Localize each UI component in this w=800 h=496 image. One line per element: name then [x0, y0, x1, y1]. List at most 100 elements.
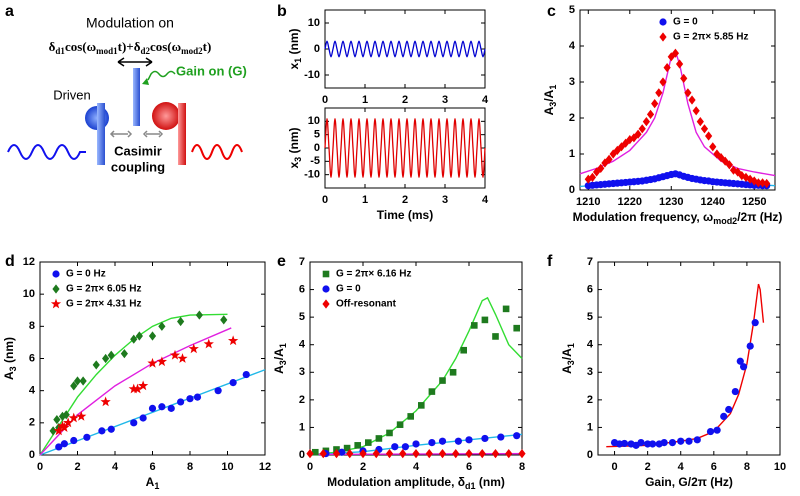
point: [659, 77, 667, 87]
legend-marker: [322, 299, 330, 309]
point: [705, 131, 713, 141]
point: [242, 370, 250, 379]
point: [706, 427, 715, 436]
point: [460, 346, 467, 354]
y-tick-label: 12: [23, 256, 35, 268]
y-tick-label: 3: [587, 366, 593, 378]
point: [214, 387, 222, 395]
legend-label: G = 2π× 4.31 Hz: [66, 299, 141, 310]
x-tick-label: 1220: [618, 196, 642, 208]
point: [734, 167, 742, 177]
point: [736, 357, 744, 365]
y-axis-label: A3/A1: [560, 343, 576, 374]
plate: [133, 68, 140, 126]
point: [497, 433, 505, 441]
point: [130, 419, 138, 427]
plate: [178, 103, 186, 165]
point: [107, 425, 115, 433]
y-tick-label: 4: [29, 385, 36, 397]
x-tick-label: 4: [482, 194, 489, 206]
x-tick-label: 8: [519, 461, 525, 473]
point: [396, 421, 404, 428]
point: [76, 411, 87, 421]
point: [338, 448, 346, 456]
point: [386, 429, 393, 437]
y-tick-label: 1: [299, 421, 305, 433]
point: [412, 449, 420, 459]
legend-marker: [659, 32, 667, 42]
y-tick-label: 0: [314, 142, 320, 154]
y-tick-label: 8: [29, 320, 35, 332]
x-tick-label: 3: [442, 94, 448, 106]
point: [359, 449, 367, 459]
legend-marker: [52, 270, 60, 278]
y-tick-label: 6: [29, 352, 35, 364]
plate: [97, 103, 105, 165]
point: [668, 438, 677, 447]
plot-frame: [597, 261, 781, 456]
y-axis-label: x3 (nm): [287, 127, 303, 168]
point: [70, 381, 78, 391]
point: [135, 331, 143, 341]
panel-letter: f: [547, 253, 553, 270]
line: [39, 313, 228, 456]
y-tick-label: -5: [310, 155, 320, 167]
x-tick-label: 0: [611, 461, 617, 473]
point: [671, 48, 680, 58]
point: [438, 449, 447, 459]
point: [754, 178, 763, 188]
point: [454, 437, 462, 445]
point: [128, 383, 139, 394]
y-tick-label: 10: [308, 115, 320, 127]
legend-label: G = 0: [673, 17, 698, 28]
x-tick-label: 1: [362, 194, 368, 206]
line: [324, 118, 486, 178]
point: [203, 338, 214, 349]
sphere: [152, 102, 180, 130]
y-tick-label: 7: [299, 256, 305, 268]
y-tick-label: 2: [299, 394, 305, 406]
legend-label: G = 2π× 5.85 Hz: [673, 32, 748, 43]
y-tick-label: 2: [587, 394, 593, 406]
arrow: [117, 57, 153, 67]
line: [309, 296, 523, 456]
point: [79, 376, 87, 386]
point: [167, 404, 175, 412]
point: [505, 449, 513, 459]
point: [740, 363, 748, 371]
coupling-label: coupling: [111, 159, 165, 174]
legend-marker: [322, 270, 330, 278]
legend-label: G = 2π× 6.05 Hz: [66, 284, 141, 295]
point: [428, 388, 436, 395]
x-tick-label: 2: [645, 461, 651, 473]
panel-letter: d: [5, 253, 15, 270]
x-tick-label: 3: [442, 194, 448, 206]
diagram-title: Modulation on: [86, 15, 174, 31]
y-tick-label: 5: [587, 311, 593, 323]
point: [502, 305, 510, 313]
x-axis-label: Gain, G/2π (Hz): [645, 475, 733, 489]
x-tick-label: 0: [307, 461, 313, 473]
point: [137, 380, 149, 391]
x-tick-label: 4: [678, 461, 685, 473]
y-tick-label: 6: [299, 283, 305, 295]
legend-marker: [52, 284, 60, 294]
point: [491, 449, 500, 459]
x-tick-label: 2: [402, 194, 408, 206]
point: [758, 178, 767, 188]
point: [439, 377, 446, 384]
x-axis-label: Time (ms): [377, 208, 433, 222]
point: [588, 172, 597, 182]
formula: δd1cos(ωmod1t)+δd2cos(ωmod2t): [49, 39, 212, 56]
point: [55, 443, 63, 451]
point: [452, 449, 460, 459]
point: [655, 88, 663, 98]
point: [688, 95, 696, 105]
point: [729, 165, 738, 175]
x-tick-label: 1250: [742, 196, 766, 208]
point: [634, 129, 642, 139]
point: [148, 331, 157, 341]
point: [638, 124, 646, 134]
point: [120, 349, 128, 359]
point: [177, 398, 185, 406]
